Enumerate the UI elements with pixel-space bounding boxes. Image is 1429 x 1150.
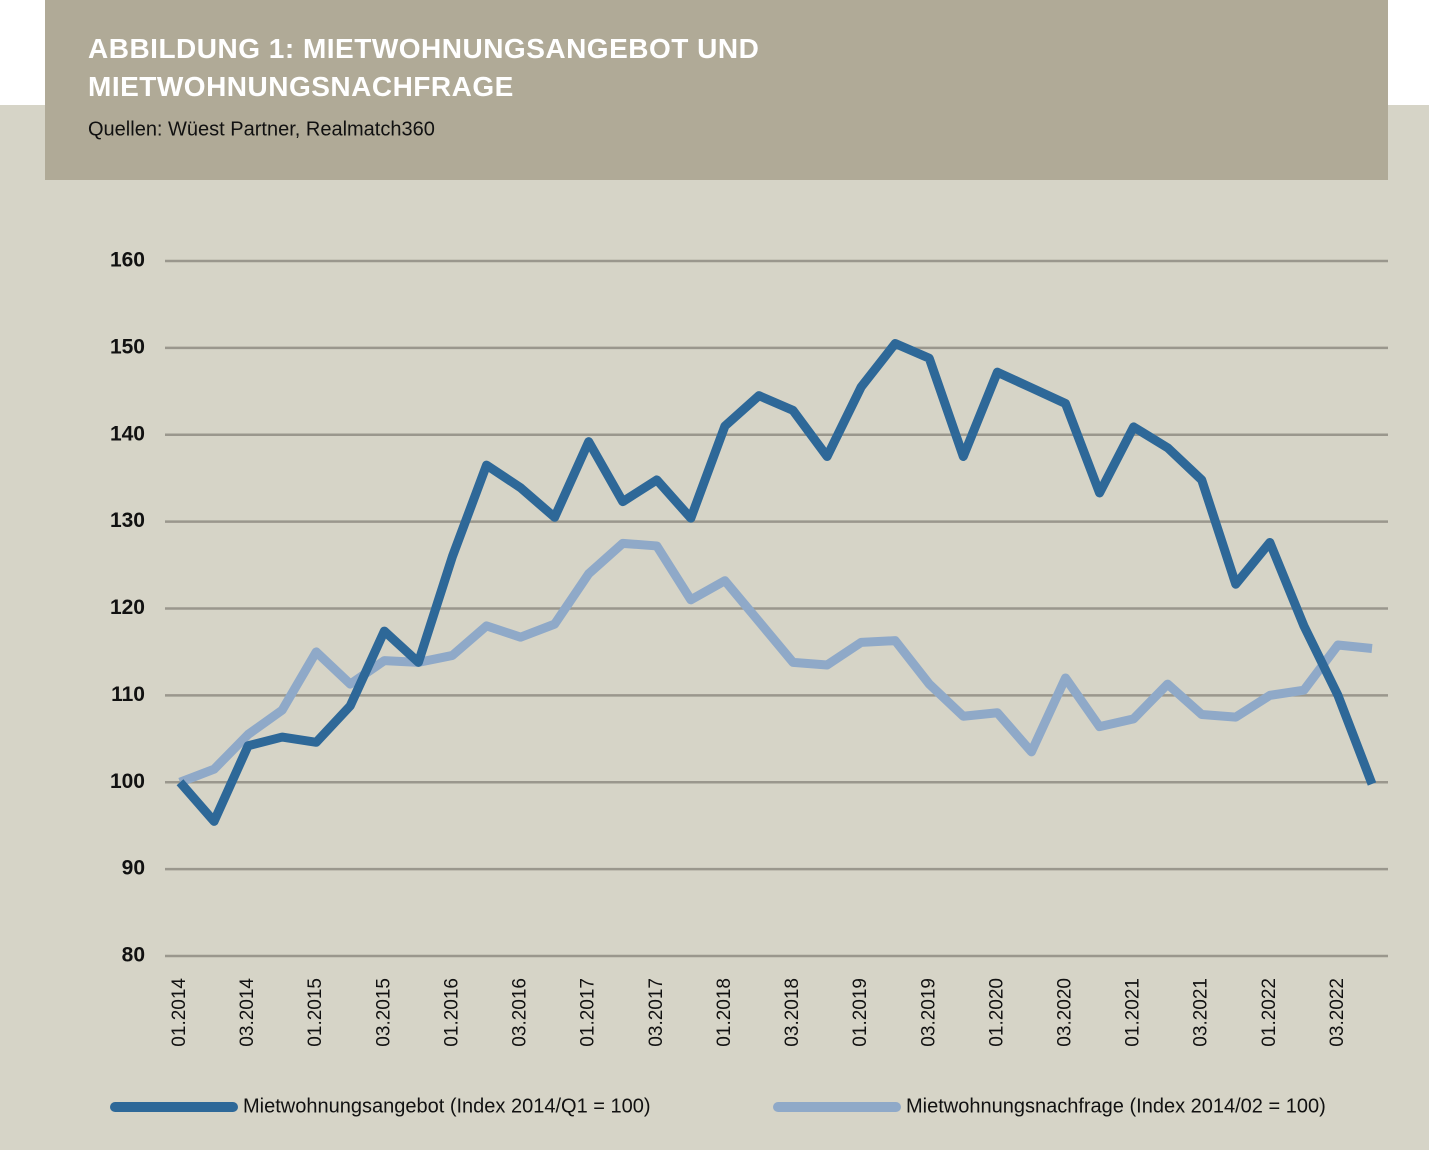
chart-background [0, 105, 1429, 1150]
x-tick-label: 03.2022 [1327, 978, 1348, 1047]
title-box: ABBILDUNG 1: MIETWOHNUNGSANGEBOT UND MIE… [88, 33, 760, 102]
x-tick-label: 01.2015 [305, 978, 326, 1047]
x-tick-label: 03.2020 [1055, 978, 1076, 1047]
y-tick-label: 130 [110, 509, 145, 532]
x-tick-label: 01.2018 [714, 978, 735, 1047]
y-tick-label: 150 [110, 335, 145, 358]
chart-subtitle: Quellen: Wüest Partner, Realmatch360 [88, 118, 435, 140]
x-tick-label: 03.2017 [646, 978, 667, 1047]
y-tick-label: 140 [110, 422, 145, 445]
x-tick-label: 01.2021 [1123, 978, 1144, 1047]
x-tick-label: 03.2016 [510, 978, 531, 1047]
x-tick-label: 03.2021 [1191, 978, 1212, 1047]
y-tick-label: 110 [111, 683, 145, 706]
x-tick-label: 03.2015 [373, 978, 394, 1047]
x-tick-label: 03.2018 [782, 978, 803, 1047]
series-line [178, 538, 1373, 787]
x-tick-label: 01.2014 [169, 978, 190, 1047]
x-tick-label: 03.2019 [918, 978, 939, 1047]
y-tick-label: 160 [110, 249, 145, 272]
x-tick-label: 01.2016 [441, 978, 462, 1047]
header-box [45, 0, 1388, 180]
y-tick-label: 80 [122, 944, 145, 967]
legend-label: Mietwohnungsangebot (Index 2014/Q1 = 100… [243, 1095, 651, 1117]
legend-label: Mietwohnungsnachfrage (Index 2014/02 = 1… [906, 1095, 1326, 1117]
y-tick-label: 90 [122, 857, 145, 880]
x-tick-label: 03.2014 [237, 978, 258, 1047]
x-tick-label: 01.2017 [578, 978, 599, 1047]
y-tick-label: 100 [110, 770, 145, 793]
y-tick-label: 120 [110, 596, 145, 619]
chart-title: ABBILDUNG 1: MIETWOHNUNGSANGEBOT UND MIE… [88, 33, 760, 102]
x-tick-label: 01.2022 [1259, 978, 1280, 1047]
x-tick-label: 01.2019 [850, 978, 871, 1047]
x-tick-label: 01.2020 [986, 978, 1007, 1047]
series-line [176, 339, 1377, 826]
